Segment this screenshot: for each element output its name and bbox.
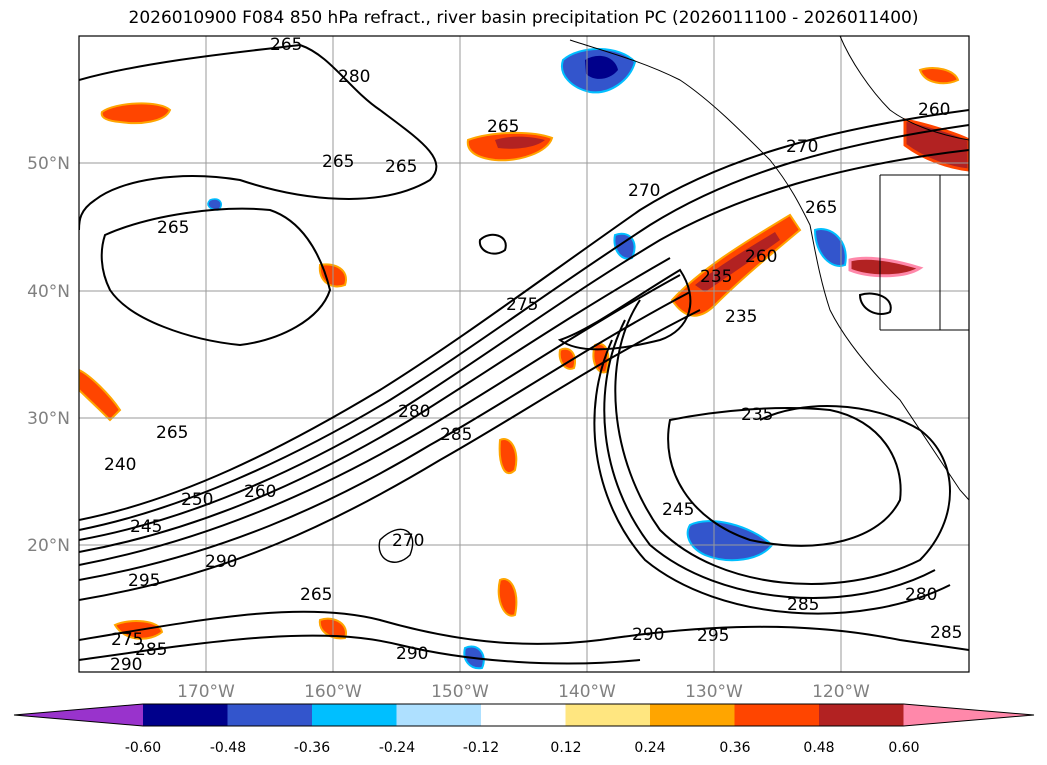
contour-labels: 265 280 265 265 265 265 270 260 270 265 … xyxy=(104,35,962,675)
precip-sw-red xyxy=(79,368,122,422)
contour-label: 285 xyxy=(930,623,962,643)
colorbar-tick-label: 0.36 xyxy=(719,740,750,756)
contour-label: 270 xyxy=(628,181,660,201)
colorbar-segment xyxy=(143,704,228,726)
contour-label: 260 xyxy=(244,482,276,502)
contour-label: 265 xyxy=(805,198,837,218)
map-title: 2026010900 F084 850 hPa refract., river … xyxy=(128,8,919,28)
contour-label: 265 xyxy=(270,35,302,55)
coastlines xyxy=(569,36,969,501)
contour-label: 260 xyxy=(918,100,950,120)
lon-label: 150°W xyxy=(431,682,489,702)
colorbar-segment xyxy=(481,704,566,726)
colorbar-tick-label: 0.48 xyxy=(803,740,834,756)
map-frame-bg xyxy=(79,36,969,672)
contour-label: 240 xyxy=(104,455,136,475)
precip-blob-10 xyxy=(918,67,960,85)
lon-label: 120°W xyxy=(812,682,870,702)
colorbar-tick-label: -0.12 xyxy=(463,740,499,756)
colorbar-segment xyxy=(650,704,735,726)
lon-label: 160°W xyxy=(304,682,362,702)
precip-nw-blob xyxy=(100,102,172,125)
contour-label: 290 xyxy=(110,655,142,675)
contour-label: 275 xyxy=(111,630,143,650)
contour-label: 280 xyxy=(338,67,370,87)
precip-blob-8 xyxy=(848,256,924,278)
contour-label: 275 xyxy=(506,295,538,315)
colorbar-outline xyxy=(13,703,1035,727)
lat-label: 50°N xyxy=(27,154,70,174)
contour-label: 290 xyxy=(632,625,664,645)
colorbar-tick-label: 0.60 xyxy=(888,740,919,756)
precip-gulf-core xyxy=(495,136,545,149)
lat-label: 20°N xyxy=(27,536,70,556)
contour-label: 235 xyxy=(700,267,732,287)
contour-label: 250 xyxy=(181,490,213,510)
longitude-axis: 170°W 160°W 150°W 140°W 130°W 120°W xyxy=(177,682,870,702)
map-frame xyxy=(78,35,970,673)
lon-label: 170°W xyxy=(177,682,235,702)
precip-low-neg xyxy=(686,520,774,562)
colorbar-segment xyxy=(14,704,143,726)
precip-blob-11 xyxy=(207,198,222,211)
contour-label: 265 xyxy=(385,157,417,177)
contour-label: 285 xyxy=(787,595,819,615)
colorbar-tick-label: 0.24 xyxy=(634,740,665,756)
lon-label: 130°W xyxy=(685,682,743,702)
precip-blob-7 xyxy=(813,228,847,267)
colorbar-tick-label: -0.60 xyxy=(125,740,161,756)
latitude-axis: 50°N 40°N 30°N 20°N xyxy=(27,154,70,556)
contour-label: 245 xyxy=(130,517,162,537)
contour-label: 270 xyxy=(392,531,424,551)
lon-label: 140°W xyxy=(558,682,616,702)
lat-label: 30°N xyxy=(27,409,70,429)
contour-label: 265 xyxy=(157,218,189,238)
colorbar-segment xyxy=(734,704,819,726)
colorbar-segment xyxy=(565,704,650,726)
colorbar-ticks: -0.60 -0.48 -0.36 -0.24 -0.12 0.12 0.24 … xyxy=(125,740,920,756)
contour-label: 285 xyxy=(135,640,167,660)
contour-label: 235 xyxy=(741,405,773,425)
precip-core-nw xyxy=(695,232,780,292)
colorbar-segment xyxy=(396,704,481,726)
contour-label: 265 xyxy=(487,117,519,137)
colorbar-segment xyxy=(227,704,312,726)
colorbar-segments xyxy=(13,703,1035,727)
contour-label: 265 xyxy=(322,152,354,172)
contour-label: 235 xyxy=(725,307,757,327)
colorbar-tick-label: -0.24 xyxy=(379,740,415,756)
contour-label: 280 xyxy=(398,402,430,422)
colorbar-segment xyxy=(819,704,904,726)
contour-label: 265 xyxy=(156,423,188,443)
contour-label: 285 xyxy=(440,425,472,445)
precip-blob-5 xyxy=(497,578,518,617)
colorbar: -0.60 -0.48 -0.36 -0.24 -0.12 0.12 0.24 … xyxy=(13,703,1035,756)
contour-label: 265 xyxy=(300,585,332,605)
colorbar-tick-label: -0.48 xyxy=(210,740,246,756)
contour-label: 295 xyxy=(697,626,729,646)
contour-label: 245 xyxy=(662,500,694,520)
contour-label: 270 xyxy=(786,137,818,157)
refractivity-contours xyxy=(79,43,969,665)
precip-alaska-core xyxy=(585,55,618,79)
contour-label: 260 xyxy=(745,247,777,267)
lat-label: 40°N xyxy=(27,282,70,302)
colorbar-segment xyxy=(903,704,1034,726)
precip-blob-1 xyxy=(498,438,518,475)
contour-label: 290 xyxy=(205,552,237,572)
colorbar-segment xyxy=(312,704,397,726)
contour-label: 280 xyxy=(905,585,937,605)
contour-label: 290 xyxy=(396,644,428,664)
contour-label: 295 xyxy=(128,571,160,591)
colorbar-tick-label: -0.36 xyxy=(294,740,330,756)
colorbar-tick-label: 0.12 xyxy=(550,740,581,756)
map-content: 265 280 265 265 265 265 270 260 270 265 … xyxy=(79,35,969,675)
